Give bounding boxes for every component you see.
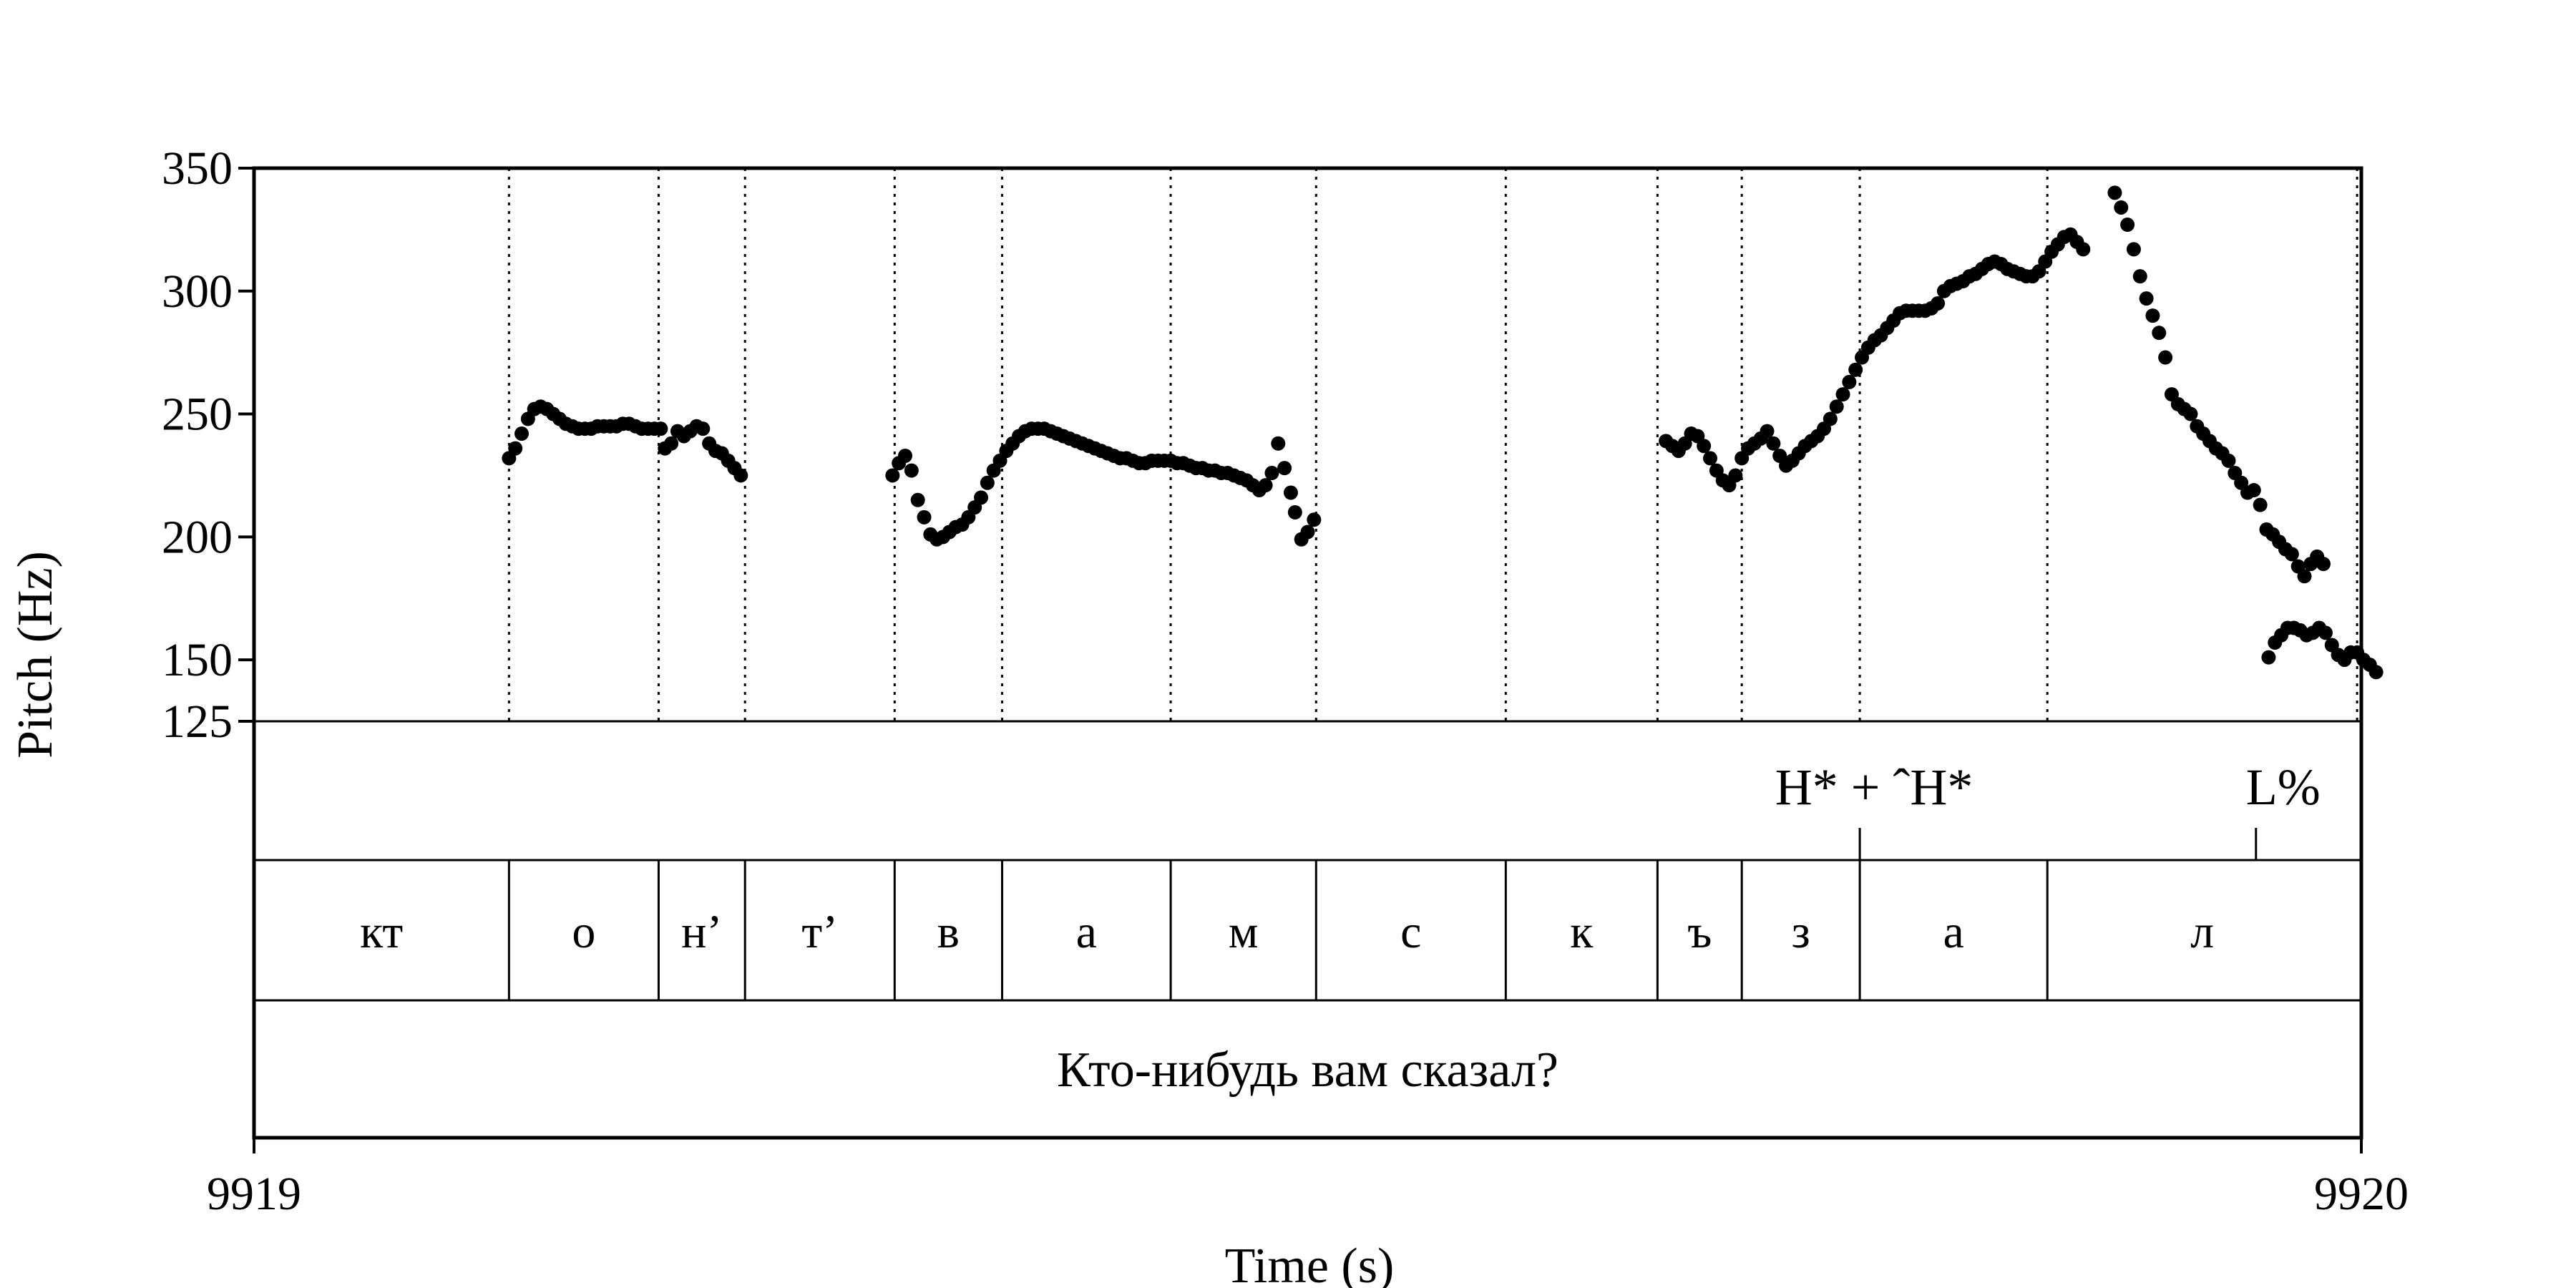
tone-label: L% xyxy=(2246,758,2321,816)
pitch-point xyxy=(2297,569,2312,584)
pitch-point xyxy=(1271,436,1286,451)
pitch-point xyxy=(2253,497,2268,512)
pitch-point xyxy=(1760,424,1775,439)
pitch-point xyxy=(1728,468,1743,483)
pitch-point xyxy=(2145,308,2160,323)
segment-label: а xyxy=(1943,906,1963,958)
pitch-point xyxy=(1283,485,1298,500)
pitch-point xyxy=(2120,218,2135,233)
segment-label: ъ xyxy=(1687,906,1712,958)
x-tick-label: 9919 xyxy=(207,1168,301,1220)
pitch-point xyxy=(1258,478,1273,493)
pitch-point xyxy=(1848,362,1863,377)
y-axis-ticks: 350 300 250 200 150 125 xyxy=(162,142,254,748)
segment-label: с xyxy=(1400,906,1421,958)
tone-label: H* + ˆH* xyxy=(1775,758,1974,816)
pitch-point xyxy=(1307,512,1322,527)
y-tick-label: 350 xyxy=(162,142,233,195)
annotation-tiers: H* + ˆH* L% кт о н’ т’ в а м с к ъ з а л Кто-нибудь вам… xyxy=(360,758,2321,1098)
segment-label: м xyxy=(1229,906,1259,958)
pitch-point xyxy=(1702,451,1717,466)
pitch-points xyxy=(502,185,2384,680)
y-tick-label: 125 xyxy=(162,696,233,748)
pitch-point xyxy=(2221,453,2236,468)
pitch-point xyxy=(1277,461,1292,476)
x-axis-label: Time (s) xyxy=(1225,1239,1395,1288)
segment-label: з xyxy=(1792,906,1810,958)
plot-border xyxy=(252,166,2363,1140)
y-axis-label: Pitch (Hz) xyxy=(8,551,63,758)
pitch-point xyxy=(1835,387,1850,402)
segment-label: н’ xyxy=(681,906,722,958)
segment-label: кт xyxy=(360,906,403,958)
segment-label: о xyxy=(572,906,595,958)
pitch-point xyxy=(904,463,919,478)
pitch-point xyxy=(1842,374,1857,389)
pitch-point xyxy=(2261,650,2276,665)
pitch-point xyxy=(2158,350,2173,365)
y-tick-label: 200 xyxy=(162,511,233,563)
pitch-point xyxy=(2132,269,2147,284)
sentence-label: Кто-нибудь вам сказал? xyxy=(1057,1043,1558,1098)
segment-label: т’ xyxy=(801,906,838,958)
pitch-point xyxy=(508,441,523,456)
pitch-point xyxy=(2316,557,2331,572)
pitch-point xyxy=(885,468,900,483)
pitch-point xyxy=(2284,547,2299,562)
pitch-point xyxy=(664,436,679,451)
pitch-point xyxy=(2183,406,2198,421)
y-tick-label: 150 xyxy=(162,634,233,686)
plot-frame xyxy=(252,166,2363,1140)
pitch-point xyxy=(2246,483,2261,498)
pitch-point xyxy=(2076,242,2091,257)
pitch-point xyxy=(2152,326,2167,341)
pitch-point xyxy=(898,448,913,463)
segment-label: л xyxy=(2190,906,2214,958)
pitch-point xyxy=(1300,525,1315,540)
pitch-point xyxy=(974,490,989,505)
segment-label: в xyxy=(937,906,960,958)
pitch-point xyxy=(2126,242,2141,257)
y-tick-label: 250 xyxy=(162,389,233,441)
pitch-point xyxy=(1931,296,1946,311)
pitch-point xyxy=(1766,436,1781,451)
pitch-point xyxy=(2114,200,2129,215)
pitch-point xyxy=(514,426,530,441)
x-axis-ticks: 9919 9920 xyxy=(207,1138,2409,1220)
pitch-point xyxy=(1264,466,1279,481)
segment-boundary-lines xyxy=(507,168,2358,721)
pitch-point xyxy=(980,475,995,490)
x-tick-label: 9920 xyxy=(2314,1168,2409,1220)
segment-label: к xyxy=(1570,906,1594,958)
pitch-point xyxy=(2107,185,2122,200)
pitch-point xyxy=(1823,411,1838,426)
pitch-point xyxy=(917,509,932,525)
pitch-point xyxy=(733,468,748,483)
y-tick-label: 300 xyxy=(162,265,233,318)
segment-label: а xyxy=(1076,906,1097,958)
pitch-point xyxy=(1287,504,1302,519)
pitch-point xyxy=(1697,439,1712,454)
pitch-point xyxy=(2139,291,2154,306)
pitch-point xyxy=(1829,399,1844,414)
pitch-point xyxy=(2318,625,2333,640)
pitch-point xyxy=(696,421,711,436)
pitch-point xyxy=(653,421,668,436)
pitch-point xyxy=(910,492,925,507)
pitch-point xyxy=(2368,665,2384,680)
